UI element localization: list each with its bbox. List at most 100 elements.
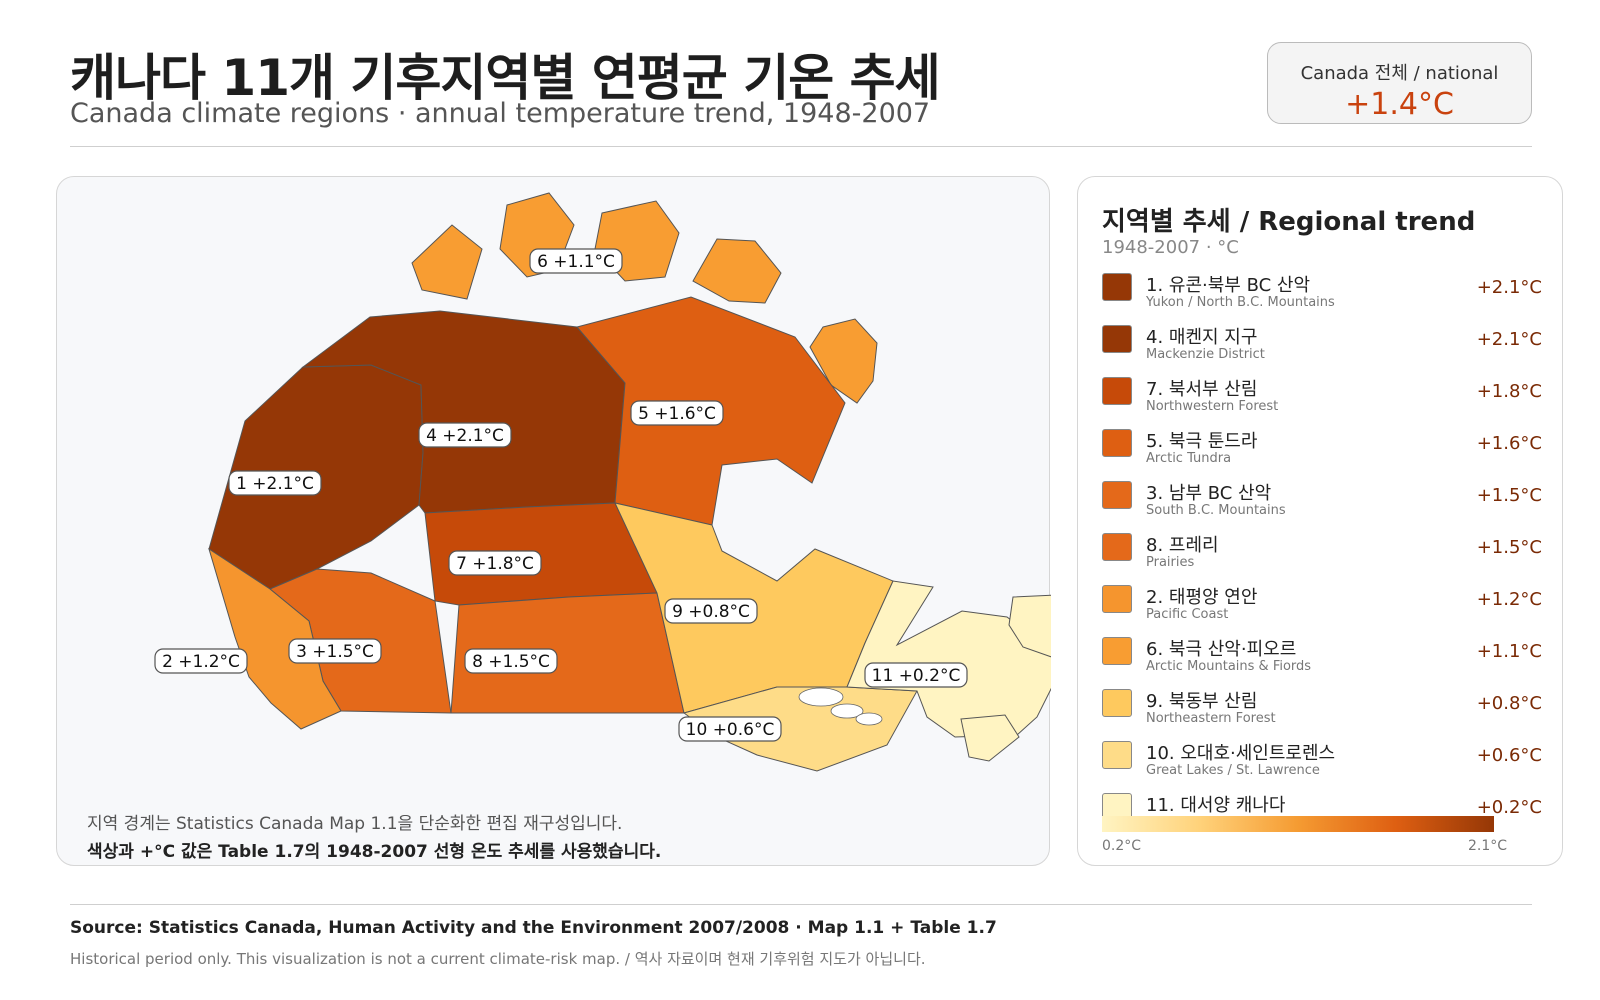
region-11-atlantic-mainland[interactable]	[846, 580, 1051, 738]
legend-region-name: 11. 대서양 캐나다	[1146, 795, 1286, 816]
legend-region-english: South B.C. Mountains	[1146, 503, 1286, 518]
label-region-3: 3 +1.5°C	[288, 638, 382, 664]
svg-text:11 +0.2°C: 11 +0.2°C	[872, 666, 961, 686]
svg-text:2 +1.2°C: 2 +1.2°C	[162, 652, 240, 672]
legend-swatch	[1102, 741, 1132, 769]
source-citation: Source: Statistics Canada, Human Activit…	[70, 918, 997, 938]
legend-region-value: +1.6°C	[1476, 433, 1542, 454]
region-6-island-d[interactable]	[692, 238, 782, 304]
legend-region-english: Great Lakes / St. Lawrence	[1146, 763, 1320, 778]
page-title: 캐나다 11개 기후지역별 연평균 기온 추세	[70, 49, 941, 107]
legend-region-value: +0.8°C	[1476, 693, 1542, 714]
legend-region-value: +1.1°C	[1476, 641, 1542, 662]
legend-swatch	[1102, 325, 1132, 353]
svg-text:1 +2.1°C: 1 +2.1°C	[236, 474, 314, 494]
legend-region-name: 5. 북극 툰드라	[1146, 431, 1258, 452]
legend-region-english: Mackenzie District	[1146, 347, 1265, 362]
legend-region-name: 2. 태평양 연안	[1146, 587, 1258, 608]
legend-swatch	[1102, 273, 1132, 301]
label-region-9: 9 +0.8°C	[664, 598, 758, 624]
svg-text:6 +1.1°C: 6 +1.1°C	[537, 252, 615, 272]
legend-swatch	[1102, 481, 1132, 509]
legend-swatch	[1102, 377, 1132, 405]
legend-region-english: Northeastern Forest	[1146, 711, 1276, 726]
label-region-1: 1 +2.1°C	[228, 470, 322, 496]
legend-swatch	[1102, 585, 1132, 613]
legend-panel: 지역별 추세 / Regional trend 1948-2007 · °C 1…	[1077, 176, 1563, 866]
svg-text:8 +1.5°C: 8 +1.5°C	[472, 652, 550, 672]
disclaimer-note: Historical period only. This visualizati…	[70, 950, 926, 968]
legend-subtitle: 1948-2007 · °C	[1102, 237, 1239, 258]
color-ramp-bar	[1102, 816, 1494, 832]
lake-huron	[830, 703, 864, 719]
footer-divider	[70, 904, 1532, 905]
legend-region-name: 3. 남부 BC 산악	[1146, 483, 1272, 504]
legend-row: 2. 태평양 연안 Pacific Coast +1.2°C	[1102, 583, 1542, 631]
legend-region-name: 10. 오대호·세인트로렌스	[1146, 743, 1336, 764]
legend-region-english: Northwestern Forest	[1146, 399, 1279, 414]
legend-swatch	[1102, 429, 1132, 457]
region-11-nova-scotia[interactable]	[960, 714, 1020, 762]
national-value: +1.4°C	[1345, 87, 1454, 122]
label-region-11: 11 +0.2°C	[864, 662, 968, 688]
legend-region-english: Arctic Tundra	[1146, 451, 1232, 466]
svg-text:9 +0.8°C: 9 +0.8°C	[672, 602, 750, 622]
canada-climate-region-map: 6 +1.1°C 5 +1.6°C 4 +2.1°C 1 +2.1°C 7 +1…	[154, 192, 1051, 772]
svg-text:7 +1.8°C: 7 +1.8°C	[456, 554, 534, 574]
legend-row: 6. 북극 산악·피오르 Arctic Mountains & Fiords +1.…	[1102, 635, 1542, 683]
legend-region-value: +0.2°C	[1476, 797, 1542, 818]
national-label: Canada 전체 / national	[1300, 63, 1499, 84]
map-panel: 6 +1.1°C 5 +1.6°C 4 +2.1°C 1 +2.1°C 7 +1…	[56, 176, 1051, 866]
label-region-10: 10 +0.6°C	[678, 716, 782, 742]
legend-region-name: 1. 유콘·북부 BC 산악	[1146, 275, 1311, 296]
legend-row: 10. 오대호·세인트로렌스 Great Lakes / St. Lawrence…	[1102, 739, 1542, 787]
legend-region-name: 9. 북동부 산림	[1146, 691, 1258, 712]
region-6-island-a[interactable]	[411, 224, 483, 300]
legend-row: 4. 매켄지 지구 Mackenzie District +2.1°C	[1102, 323, 1542, 371]
label-region-8: 8 +1.5°C	[464, 648, 558, 674]
map-note-values: 색상과 +°C 값은 Table 1.7의 1948-2007 선형 온도 추세…	[87, 842, 662, 862]
color-ramp-max: 2.1°C	[1468, 838, 1508, 854]
legend-region-value: +0.6°C	[1476, 745, 1542, 766]
map-note-boundaries: 지역 경계는 Statistics Canada Map 1.1을 단순화한 편…	[87, 814, 623, 834]
legend-row: 5. 북극 툰드라 Arctic Tundra +1.6°C	[1102, 427, 1542, 475]
legend-title: 지역별 추세 / Regional trend	[1102, 207, 1476, 237]
legend-region-english: Pacific Coast	[1146, 607, 1229, 622]
region-11-newfoundland[interactable]	[1008, 594, 1051, 661]
legend-region-name: 6. 북극 산악·피오르	[1146, 639, 1297, 660]
legend-row: 1. 유콘·북부 BC 산악 Yukon / North B.C. Mountai…	[1102, 271, 1542, 319]
color-ramp-min: 0.2°C	[1102, 838, 1142, 854]
region-6-island-e[interactable]	[809, 318, 878, 404]
legend-region-value: +1.8°C	[1476, 381, 1542, 402]
legend-row: 9. 북동부 산림 Northeastern Forest +0.8°C	[1102, 687, 1542, 735]
page-subtitle: Canada climate regions · annual temperat…	[70, 98, 931, 129]
label-region-4: 4 +2.1°C	[418, 422, 512, 448]
lake-erie	[855, 712, 883, 726]
legend-row: 8. 프레리 Prairies +1.5°C	[1102, 531, 1542, 579]
legend-region-english: Yukon / North B.C. Mountains	[1146, 295, 1335, 310]
legend-region-value: +1.5°C	[1476, 537, 1542, 558]
legend-region-value: +2.1°C	[1476, 329, 1542, 350]
legend-region-value: +2.1°C	[1476, 277, 1542, 298]
national-summary-card: Canada 전체 / national +1.4°C	[1267, 42, 1532, 124]
lake-superior	[798, 687, 844, 707]
legend-row: 3. 남부 BC 산악 South B.C. Mountains +1.5°C	[1102, 479, 1542, 527]
label-region-5: 5 +1.6°C	[630, 400, 724, 426]
svg-text:4 +2.1°C: 4 +2.1°C	[426, 426, 504, 446]
legend-region-value: +1.2°C	[1476, 589, 1542, 610]
label-region-7: 7 +1.8°C	[448, 550, 542, 576]
svg-text:3 +1.5°C: 3 +1.5°C	[296, 642, 374, 662]
legend-region-english: Prairies	[1146, 555, 1195, 570]
legend-swatch	[1102, 689, 1132, 717]
legend-region-english: Arctic Mountains & Fiords	[1146, 659, 1312, 674]
legend-region-name: 8. 프레리	[1146, 535, 1219, 556]
label-region-2: 2 +1.2°C	[154, 648, 248, 674]
legend-swatch	[1102, 637, 1132, 665]
header-divider	[70, 146, 1532, 147]
svg-text:5 +1.6°C: 5 +1.6°C	[638, 404, 716, 424]
legend-region-value: +1.5°C	[1476, 485, 1542, 506]
label-region-6: 6 +1.1°C	[529, 248, 623, 274]
legend-region-name: 7. 북서부 산림	[1146, 379, 1258, 400]
legend-region-name: 4. 매켄지 지구	[1146, 327, 1258, 348]
legend-swatch	[1102, 533, 1132, 561]
